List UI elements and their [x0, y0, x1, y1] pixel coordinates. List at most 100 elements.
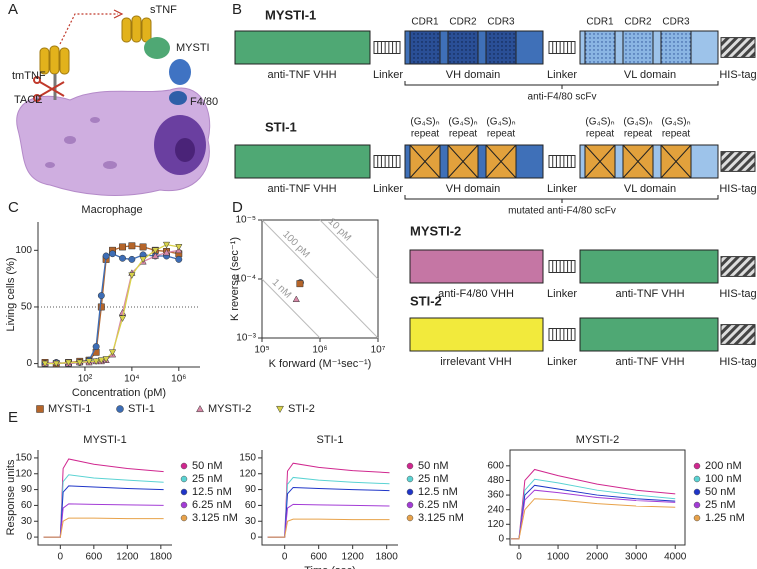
y-tick-label: 120: [487, 519, 504, 530]
point: [52, 360, 60, 368]
legend-marker: [180, 501, 188, 509]
vhh: [234, 30, 371, 65]
vesicle: [103, 161, 117, 169]
repeat-label: repeat: [411, 129, 440, 140]
repeat-label: repeat: [624, 129, 653, 140]
mysti-protein-2: [169, 59, 191, 85]
part-label: VL domain: [624, 183, 676, 195]
legend-label: 50 nM: [705, 486, 736, 498]
cdr: [409, 30, 441, 65]
x-tick-label: 4000: [664, 552, 687, 563]
vesicle: [64, 136, 76, 144]
legend-label: 50 nM: [192, 460, 223, 472]
part-label: Linker: [547, 356, 577, 368]
series-line: [45, 243, 179, 365]
series-line: [43, 517, 164, 538]
legend-label: MYSTI-2: [208, 403, 251, 415]
part-label: Linker: [373, 69, 403, 81]
vhh: [579, 317, 719, 352]
series-line: [511, 484, 676, 540]
legend-label: 6.25 nM: [192, 499, 232, 511]
point: [118, 315, 127, 323]
linker: [548, 155, 576, 168]
y-axis-label: Living cells (%): [5, 258, 17, 332]
point: [175, 244, 183, 251]
his-tag: [720, 256, 756, 277]
x-tick-label: 10⁷: [371, 345, 386, 356]
point: [64, 359, 73, 367]
part-label: anti-TNF VHH: [267, 183, 336, 195]
x-axis-label: Time (sec): [304, 565, 356, 569]
cdr: [622, 30, 654, 65]
x-tick-label: 0: [282, 552, 288, 563]
cell-body: [16, 87, 211, 196]
legend-marker: [36, 405, 44, 413]
repeat-label: (G₄S)ₙ: [585, 117, 614, 128]
y-tick-label: 10⁻³: [236, 333, 256, 344]
cross: [660, 144, 692, 179]
y-tick-label: 360: [487, 490, 504, 501]
x-tick-label: 1000: [547, 552, 570, 563]
cdr-label: CDR2: [449, 17, 477, 28]
point: [97, 292, 105, 300]
linker: [373, 155, 401, 168]
panel-label: B: [232, 1, 242, 18]
y-tick-label: 30: [245, 516, 257, 527]
cross: [485, 144, 517, 179]
repeat-label: repeat: [449, 129, 478, 140]
legend-label: 12.5 nM: [418, 486, 458, 498]
part-label: VH domain: [446, 183, 500, 195]
legend-label: 25 nM: [705, 499, 736, 511]
affinity-label: 100 pM: [280, 229, 311, 260]
part-label: anti-TNF VHH: [267, 69, 336, 81]
linker: [373, 41, 401, 54]
x-tick-label: 0: [58, 552, 64, 563]
repeat-label: repeat: [662, 129, 691, 140]
x-tick-label: 10⁶: [171, 374, 186, 385]
f480-receptor: [169, 91, 187, 105]
nucleolus: [175, 138, 195, 162]
point: [109, 250, 116, 258]
bracket-label: mutated anti-F4/80 scFv: [508, 206, 616, 217]
vhh: [409, 249, 544, 284]
construct-title: MYSTI-2: [410, 223, 461, 238]
legend-marker: [180, 475, 188, 483]
y-tick-label: 0: [26, 532, 32, 543]
vhh: [234, 144, 371, 179]
part-label: VH domain: [446, 69, 500, 81]
x-axis-label: Concentration (pM): [72, 387, 166, 399]
point: [41, 360, 49, 368]
linker: [548, 328, 576, 341]
bracket: [404, 81, 719, 89]
y-tick-label: 90: [245, 484, 257, 495]
affinity-line: [261, 219, 379, 339]
y-tick-label: 120: [239, 468, 256, 479]
point: [76, 359, 84, 367]
y-tick-label: 0: [250, 532, 256, 543]
y-tick-label: 480: [487, 475, 504, 486]
label: TACE: [14, 94, 43, 106]
x-tick-label: 1800: [150, 552, 173, 563]
series-line: [511, 478, 676, 540]
x-tick-label: 10⁶: [312, 345, 327, 356]
legend-marker: [196, 404, 204, 413]
cdr: [485, 30, 517, 65]
point: [119, 243, 126, 251]
repeat-label: (G₄S)ₙ: [486, 117, 515, 128]
cross: [584, 144, 616, 179]
series-line: [44, 245, 179, 365]
point: [102, 252, 110, 260]
point: [296, 280, 304, 288]
x-tick-label: 2000: [586, 552, 609, 563]
affinity-line: [261, 278, 321, 339]
y-tick-label: 150: [239, 453, 256, 464]
x-tick-label: 0: [516, 552, 522, 563]
legend-label: 25 nM: [192, 473, 223, 485]
point: [139, 243, 147, 251]
y-tick-label: 10⁻⁵: [235, 215, 256, 226]
axes: [37, 450, 172, 546]
cdr-label: CDR3: [487, 17, 515, 28]
vhh: [579, 249, 719, 284]
legend-marker: [116, 405, 124, 413]
